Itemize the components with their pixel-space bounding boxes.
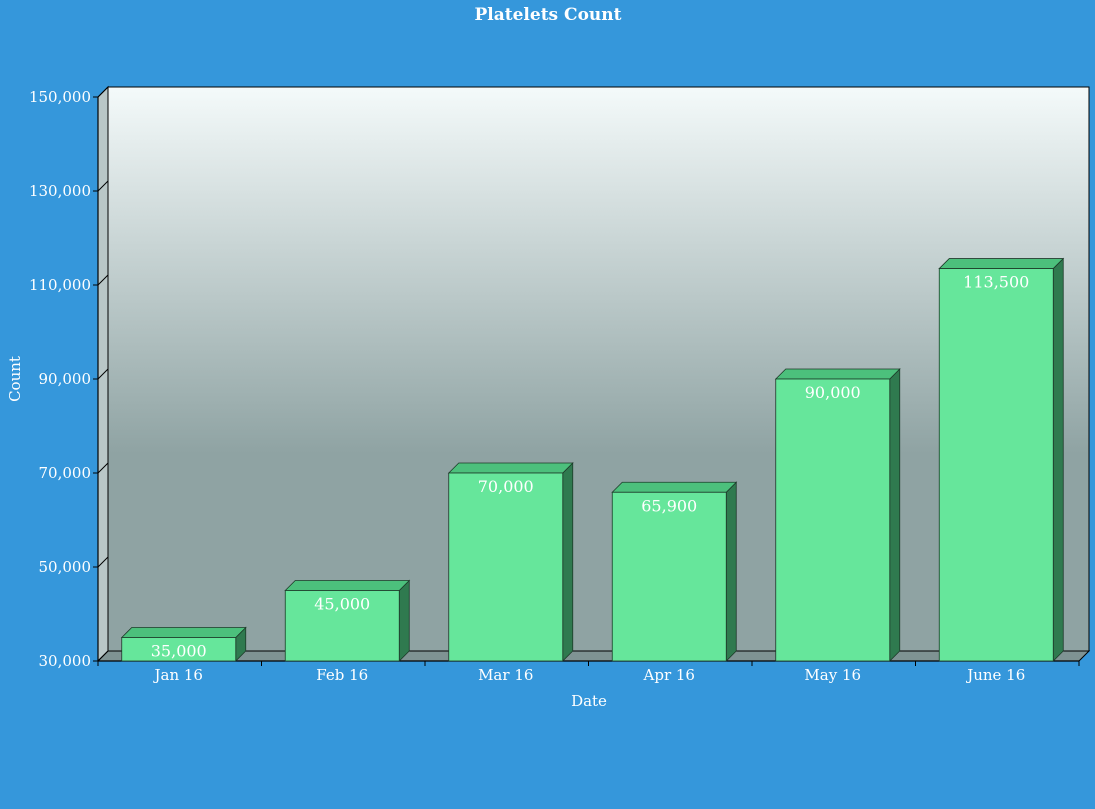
bar-side xyxy=(725,481,737,662)
y-tick-depth xyxy=(97,180,109,192)
bar-front xyxy=(121,637,237,662)
bar-value-label: 90,000 xyxy=(805,383,861,402)
x-axis: Jan 16 Feb 16 Mar 16 Apr 16 May 16 June 16 xyxy=(97,660,1080,684)
y-tick-depth xyxy=(97,86,109,98)
x-tick-label: Feb 16 xyxy=(316,666,368,684)
bars: 35,000 45,000 70,000 65,900 90,000 113,500 xyxy=(120,257,1065,662)
bar-top xyxy=(284,580,411,591)
y-tick-label: 110,000 xyxy=(29,276,91,294)
bar-value-label: 70,000 xyxy=(478,477,534,496)
x-tick-label: Jan 16 xyxy=(153,666,203,684)
bar-top xyxy=(774,368,901,380)
plot-frame xyxy=(96,85,1091,663)
x-tick-label: June 16 xyxy=(965,666,1025,684)
x-axis-title: Date xyxy=(571,692,607,710)
y-tick-label: 90,000 xyxy=(39,370,92,388)
bar-front xyxy=(448,472,564,662)
y-tick-label: 50,000 xyxy=(39,558,92,576)
x-tick-label: Mar 16 xyxy=(478,666,533,684)
bar-front xyxy=(775,378,891,662)
bar-top xyxy=(611,481,738,493)
bar-value-label: 35,000 xyxy=(151,642,207,661)
y-tick-label: 70,000 xyxy=(39,464,92,482)
y-axis: 30,000 50,000 70,000 90,000 110,000 130,000 15… xyxy=(29,86,109,670)
chart-title: Platelets Count xyxy=(475,5,622,25)
y-tick-label: 30,000 xyxy=(39,652,92,670)
plot-back-wall xyxy=(107,86,1090,652)
y-tick-depth xyxy=(97,274,109,286)
y-tick-label: 130,000 xyxy=(29,182,91,200)
y-axis-title: Count xyxy=(6,356,24,402)
bar-value-label: 45,000 xyxy=(314,595,370,614)
bar-top xyxy=(447,462,574,474)
bar-value-label: 65,900 xyxy=(641,496,697,515)
bar-side xyxy=(889,368,901,662)
y-tick-depth xyxy=(97,368,109,380)
bar-side xyxy=(1052,257,1064,662)
y-tick-depth xyxy=(97,462,109,474)
y-tick-depth xyxy=(97,556,109,568)
x-tick-label: Apr 16 xyxy=(643,666,695,684)
bar-front xyxy=(611,491,727,662)
bar-side xyxy=(562,462,574,662)
bar-top xyxy=(938,258,1065,269)
bar-side xyxy=(398,579,410,662)
bar-top xyxy=(120,627,247,638)
y-tick-label: 150,000 xyxy=(29,88,91,106)
bar-feb-16: 45,000 xyxy=(284,579,411,662)
x-tick-label: May 16 xyxy=(804,666,861,684)
bar-value-label: 113,500 xyxy=(963,273,1029,292)
bar-may-16: 90,000 xyxy=(774,368,901,662)
bar-front xyxy=(284,590,400,662)
bar-jan-16: 35,000 xyxy=(120,626,247,662)
bar-mar-16: 70,000 xyxy=(447,462,574,662)
bar-june-16: 113,500 xyxy=(938,257,1065,662)
bar-apr-16: 65,900 xyxy=(611,481,738,662)
bar-front xyxy=(938,268,1054,662)
y-tick-depth xyxy=(97,650,109,662)
